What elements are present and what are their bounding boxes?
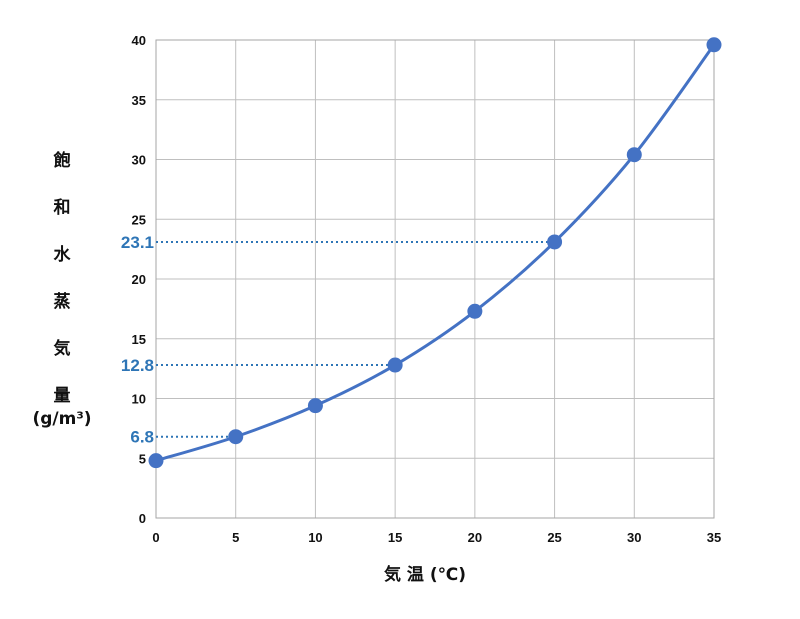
y-axis-label-char: 和 bbox=[54, 198, 71, 218]
data-point bbox=[148, 453, 164, 469]
y-tick-label: 30 bbox=[132, 153, 146, 168]
y-tick-label: 5 bbox=[139, 451, 146, 466]
data-point bbox=[626, 147, 642, 163]
y-tick-label: 15 bbox=[132, 332, 146, 347]
x-tick-labels: 0 5 10 15 20 25 30 35 bbox=[152, 530, 721, 545]
y-tick-label: 35 bbox=[132, 93, 146, 108]
annotation-label: 23.1 bbox=[121, 233, 154, 252]
annotation-labels: 6.8 12.8 23.1 bbox=[121, 233, 154, 447]
y-tick-label: 0 bbox=[139, 511, 146, 526]
annotation-label: 6.8 bbox=[130, 428, 154, 447]
x-tick-label: 0 bbox=[152, 530, 159, 545]
data-point bbox=[228, 429, 244, 445]
x-tick-label: 30 bbox=[627, 530, 641, 545]
x-tick-label: 35 bbox=[707, 530, 721, 545]
y-tick-label: 25 bbox=[132, 212, 146, 227]
x-tick-label: 25 bbox=[547, 530, 561, 545]
data-point bbox=[467, 303, 483, 319]
y-tick-label: 20 bbox=[132, 272, 146, 287]
y-axis-label-char: 気 bbox=[53, 338, 71, 359]
data-point bbox=[387, 357, 403, 373]
y-tick-label: 40 bbox=[132, 33, 146, 48]
y-tick-labels: 0 5 10 15 20 25 30 35 40 bbox=[132, 33, 146, 526]
y-axis-label-char: 蒸 bbox=[54, 292, 71, 312]
y-axis-label-char: 水 bbox=[54, 244, 72, 265]
x-tick-label: 15 bbox=[388, 530, 402, 545]
grid bbox=[155, 39, 715, 519]
reference-lines bbox=[156, 240, 555, 438]
x-tick-label: 10 bbox=[308, 530, 322, 545]
y-tick-label: 10 bbox=[132, 392, 146, 407]
data-point bbox=[307, 398, 323, 414]
y-axis-label-char: 飽 bbox=[53, 150, 71, 171]
x-tick-label: 5 bbox=[232, 530, 239, 545]
data-point bbox=[547, 234, 563, 250]
plot-frame bbox=[155, 39, 715, 519]
data-point bbox=[706, 37, 722, 53]
y-axis-label-char: 量 bbox=[54, 385, 71, 406]
x-axis-label: 気 温 (℃) bbox=[383, 564, 466, 585]
data-points bbox=[148, 37, 722, 469]
x-tick-label: 20 bbox=[468, 530, 482, 545]
annotation-label: 12.8 bbox=[121, 356, 154, 375]
y-axis-unit: (g/m³) bbox=[32, 409, 91, 429]
